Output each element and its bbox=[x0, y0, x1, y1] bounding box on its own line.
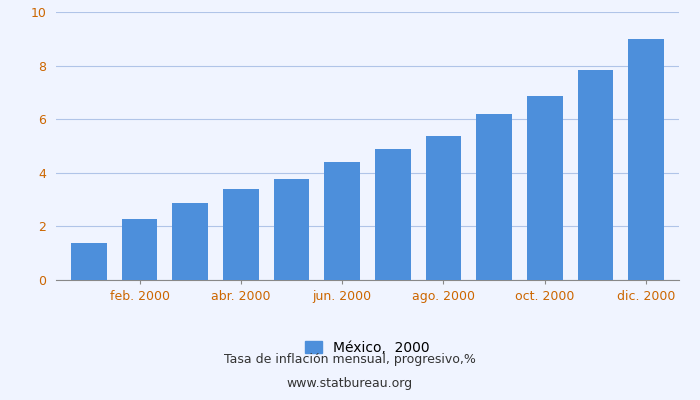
Bar bbox=[324, 162, 360, 280]
Bar bbox=[527, 96, 563, 280]
Bar bbox=[223, 190, 258, 280]
Bar bbox=[172, 203, 208, 280]
Text: Tasa de inflación mensual, progresivo,%: Tasa de inflación mensual, progresivo,% bbox=[224, 354, 476, 366]
Text: www.statbureau.org: www.statbureau.org bbox=[287, 378, 413, 390]
Bar bbox=[426, 136, 461, 280]
Bar bbox=[71, 243, 106, 280]
Bar bbox=[578, 70, 613, 280]
Bar bbox=[477, 114, 512, 280]
Bar bbox=[122, 219, 158, 280]
Bar bbox=[375, 149, 411, 280]
Bar bbox=[629, 39, 664, 280]
Legend: México,  2000: México, 2000 bbox=[305, 340, 430, 354]
Bar bbox=[274, 179, 309, 280]
